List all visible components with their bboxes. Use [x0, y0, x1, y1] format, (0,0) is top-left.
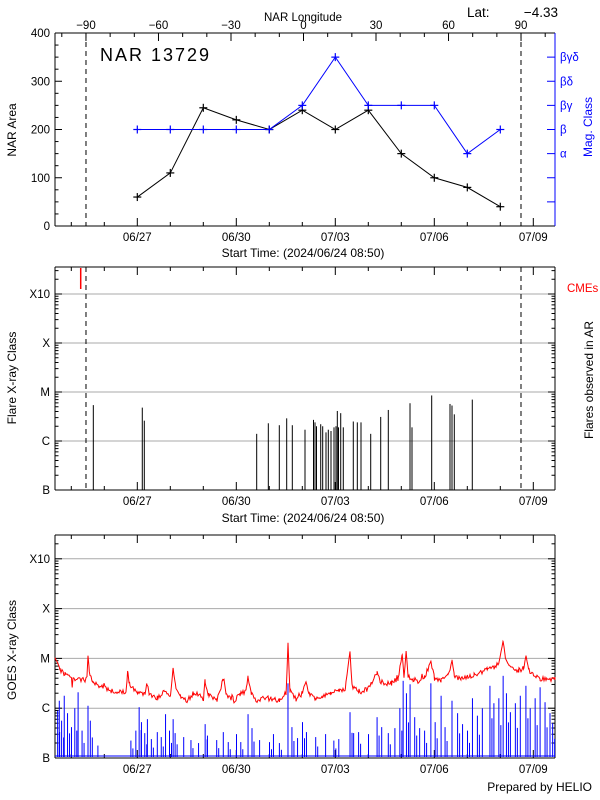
longitude-tick-label: −60: [149, 20, 169, 32]
date-tick-label: 07/03: [321, 764, 350, 776]
date-tick-label: 06/30: [222, 232, 251, 244]
active-region-title: NAR 13729: [100, 45, 211, 65]
xray-tick-label: C: [42, 703, 50, 715]
longitude-tick-label: 60: [442, 20, 455, 32]
date-tick-label: 06/30: [222, 496, 251, 508]
date-tick-label: 07/03: [321, 496, 350, 508]
longitude-tick-label: −30: [221, 20, 241, 32]
date-tick-label: 06/27: [123, 232, 152, 244]
latitude-label: Lat:: [467, 5, 490, 20]
mag-class-tick-label: α: [560, 149, 567, 161]
panel1-start-time-caption: Start Time: (2024/06/24 08:50): [222, 246, 385, 260]
date-tick-label: 07/09: [519, 764, 548, 776]
xray-tick-label: C: [42, 436, 50, 448]
generated-plot-content: −90 −60 −30 0 30 60 90 0 100 200 300 400 06/27 06/30 0…: [30, 20, 579, 776]
date-tick-label: 06/27: [123, 496, 152, 508]
area-tick-label: 200: [31, 125, 50, 137]
nar-area-line: [137, 107, 501, 208]
mag-class-tick-label: βδ: [560, 76, 573, 88]
date-tick-label: 07/09: [519, 496, 548, 508]
xray-tick-label: X: [42, 338, 50, 350]
panel1-y-axis-label: NAR Area: [5, 103, 19, 157]
xray-tick-label: M: [40, 653, 50, 665]
mag-class-line: [137, 56, 501, 155]
xray-tick-label: B: [42, 753, 50, 765]
panel2-start-time-caption: Start Time: (2024/06/24 08:50): [222, 511, 385, 525]
longitude-tick-label: 0: [300, 20, 306, 32]
date-tick-label: 06/27: [123, 764, 152, 776]
credit-label: Prepared by HELIO: [487, 780, 592, 794]
longitude-tick-label: 30: [370, 20, 383, 32]
date-tick-label: 06/30: [222, 764, 251, 776]
area-tick-label: 0: [44, 221, 50, 233]
area-tick-label: 400: [31, 28, 50, 40]
mag-class-axis-label: Mag. Class: [581, 97, 595, 157]
date-tick-label: 07/03: [321, 232, 350, 244]
area-tick-label: 100: [31, 173, 50, 185]
date-tick-label: 07/06: [420, 764, 449, 776]
longitude-tick-label: 90: [515, 20, 528, 32]
xray-tick-label: X10: [30, 289, 50, 301]
xray-tick-label: X10: [30, 554, 50, 566]
longitude-axis-title: NAR Longitude: [264, 12, 342, 24]
xray-tick-label: M: [40, 387, 50, 399]
mag-class-tick-label: β: [560, 125, 567, 137]
mag-class-tick-label: βγδ: [560, 52, 579, 64]
mag-class-tick-label: βγ: [560, 100, 573, 112]
date-tick-label: 07/09: [519, 232, 548, 244]
cmes-label: CMEs: [567, 283, 599, 295]
latitude-value: −4.33: [524, 5, 558, 20]
panel3-y-axis-label: GOES X-ray Class: [5, 600, 19, 700]
flares-observed-label: Flares observed in AR: [582, 321, 596, 439]
date-tick-label: 07/06: [420, 232, 449, 244]
area-tick-label: 300: [31, 76, 50, 88]
panel2-y-axis-label: Flare X-ray Class: [5, 332, 19, 425]
xray-tick-label: X: [42, 604, 50, 616]
longitude-tick-label: −90: [76, 20, 96, 32]
goes-long-trace: [54, 639, 556, 704]
xray-tick-label: B: [42, 485, 50, 497]
date-tick-label: 07/06: [420, 496, 449, 508]
